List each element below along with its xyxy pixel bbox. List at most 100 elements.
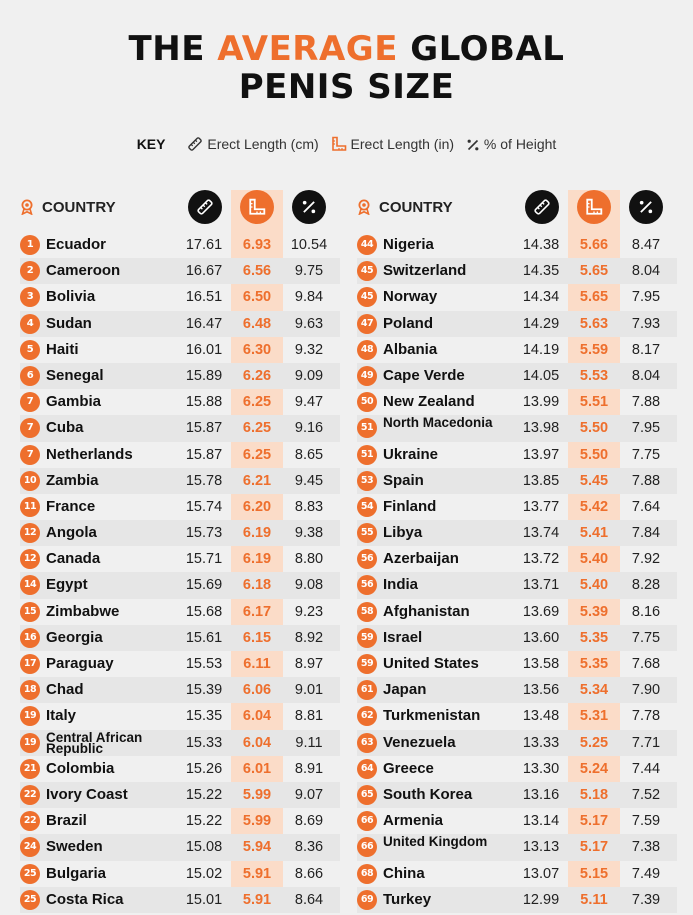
value-in: 6.19	[242, 551, 272, 568]
rank-badge: 50	[357, 392, 377, 413]
rank-badge: 51	[357, 418, 377, 439]
value-in: 5.42	[579, 498, 609, 515]
value-pct: 9.75	[294, 263, 324, 280]
value-pct: 8.83	[294, 498, 324, 515]
table-row: 17 Paraguay 15.53 6.11 8.97	[20, 651, 340, 677]
value-pct: 7.75	[631, 446, 661, 463]
country-name: United States	[383, 655, 479, 672]
table-row: 55 Libya 13.74 5.41 7.84	[357, 520, 677, 547]
rank-badge: 53	[357, 470, 377, 491]
table-left: 1 Ecuador 17.61 6.93 10.54 2 Cameroon 16.67 6.56…	[20, 232, 340, 913]
value-cm: 13.74	[522, 525, 560, 542]
rank-badge: 2	[20, 261, 40, 282]
rank-badge: 3	[20, 287, 40, 308]
country-name: Netherlands	[46, 445, 133, 463]
country-name: Finland	[383, 497, 437, 515]
value-in: 5.63	[579, 315, 609, 332]
value-pct: 9.08	[294, 577, 324, 594]
table-row: 16 Georgia 15.61 6.15 8.92	[20, 624, 340, 651]
title-word-3: GLOBAL	[410, 29, 565, 69]
value-in: 5.99	[242, 786, 272, 803]
country-name: Cape Verde	[383, 366, 465, 384]
value-pct: 8.28	[631, 577, 661, 594]
country-name: France	[46, 497, 96, 515]
country-name: Ivory Coast	[46, 785, 128, 803]
value-in: 5.39	[579, 603, 609, 620]
table-row: 62 Turkmenistan 13.48 5.31 7.78	[357, 703, 677, 729]
rank-badge: 14	[20, 575, 40, 596]
value-in: 5.51	[579, 394, 609, 411]
value-cm: 15.78	[185, 472, 223, 489]
value-in: 5.40	[579, 577, 609, 594]
table-row: 12 Angola 15.73 6.19 9.38	[20, 520, 340, 547]
value-in: 6.26	[242, 367, 272, 384]
value-pct: 7.75	[631, 629, 661, 646]
value-cm: 13.07	[522, 865, 560, 882]
award-icon	[21, 199, 33, 216]
value-pct: 8.47	[631, 237, 661, 253]
table-row: 3 Bolivia 16.51 6.50 9.84	[20, 284, 340, 310]
country-name: Japan	[383, 681, 427, 699]
value-pct: 7.90	[631, 682, 661, 699]
rank-badge: 6	[20, 365, 40, 386]
value-in: 5.50	[579, 446, 609, 463]
rank-badge: 65	[357, 784, 377, 805]
value-cm: 13.13	[522, 839, 560, 856]
value-pct: 7.95	[631, 289, 661, 306]
rank-badge: 45	[357, 287, 377, 308]
value-cm: 15.22	[185, 813, 223, 830]
key-item-cm: Erect Length (cm)	[187, 136, 322, 152]
country-name: United Kingdom	[383, 834, 488, 850]
country-name: India	[383, 576, 419, 594]
value-cm: 13.71	[522, 577, 560, 594]
value-cm: 13.48	[522, 708, 560, 725]
set-square-icon	[249, 198, 266, 215]
key-legend: KEY Erect Length (cm) Erect Length (in) …	[0, 136, 693, 152]
value-cm: 13.99	[522, 394, 560, 411]
table-row: 49 Cape Verde 14.05 5.53 8.04	[357, 362, 677, 390]
rank-badge: 25	[20, 889, 40, 910]
value-in: 6.17	[242, 603, 272, 620]
country-name: Israel	[383, 628, 423, 646]
value-pct: 7.39	[631, 891, 661, 908]
country-name: Zambia	[46, 471, 99, 489]
rank-badge: 49	[357, 365, 377, 386]
value-cm: 12.99	[522, 891, 560, 908]
value-pct: 9.45	[294, 472, 324, 489]
table-row: 6 Senegal 15.89 6.26 9.09	[20, 362, 340, 390]
value-cm: 13.56	[522, 682, 560, 699]
country-name: Libya	[383, 524, 423, 542]
table-header-left: COUNTRY	[20, 190, 340, 226]
table-row: 21 Colombia 15.26 6.01 8.91	[20, 756, 340, 782]
value-cm: 15.71	[185, 551, 223, 568]
rank-badge: 12	[20, 523, 40, 544]
rank-badge: 22	[20, 811, 40, 832]
value-in: 5.45	[579, 472, 609, 489]
country-name: Italy	[46, 707, 77, 725]
country-name: Chad	[46, 681, 84, 699]
value-pct: 8.69	[294, 813, 324, 830]
rank-badge: 7	[20, 392, 40, 413]
value-in: 5.34	[579, 682, 609, 699]
value-cm: 15.01	[185, 891, 223, 908]
value-in: 6.30	[242, 341, 272, 358]
value-pct: 7.52	[631, 786, 661, 803]
value-in: 6.56	[242, 263, 272, 280]
value-cm: 15.22	[185, 786, 223, 803]
country-name: Cuba	[46, 419, 84, 437]
value-cm: 15.35	[185, 708, 223, 725]
table-row: 10 Zambia 15.78 6.21 9.45	[20, 467, 340, 494]
rank-badge: 21	[20, 758, 40, 779]
table-row: 53 Spain 13.85 5.45 7.88	[357, 467, 677, 494]
table-row: 48 Albania 14.19 5.59 8.17	[357, 337, 677, 363]
value-cm: 15.08	[185, 839, 223, 856]
value-in: 5.99	[242, 813, 272, 830]
value-pct: 7.92	[631, 551, 661, 568]
value-cm: 15.02	[185, 865, 223, 882]
value-in: 6.48	[242, 315, 272, 332]
value-cm: 13.33	[522, 734, 560, 751]
rank-badge: 24	[20, 837, 40, 858]
table-row: 65 South Korea 13.16 5.18 7.52	[357, 781, 677, 809]
value-pct: 8.04	[631, 367, 661, 384]
country-name: Poland	[383, 314, 434, 332]
